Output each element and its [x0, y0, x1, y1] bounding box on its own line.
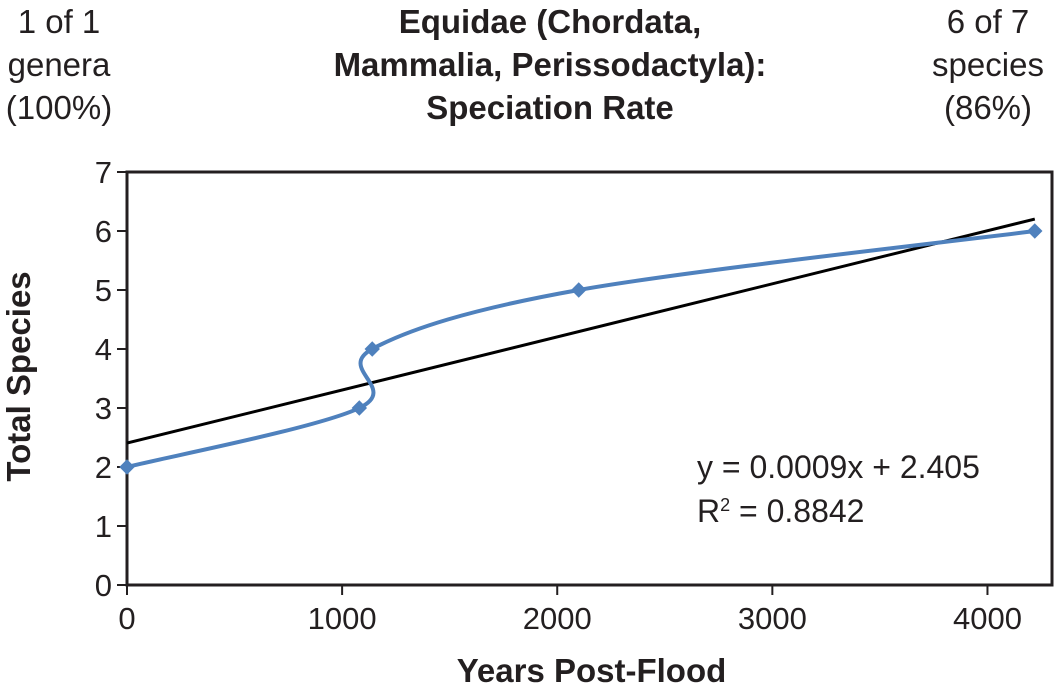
x-axis-title: Years Post-Flood [457, 652, 727, 687]
species-coverage-note: 6 of 7 species (86%) [922, 0, 1054, 129]
series-line [126, 229, 1036, 469]
trendline-r-squared: R2 = 0.8842 [697, 493, 864, 529]
data-point-marker [364, 341, 380, 357]
r2-prefix: R [697, 493, 720, 529]
species-coverage-line: 6 of 7 [946, 3, 1030, 40]
plot-area-frame [125, 170, 1054, 587]
y-tick-label: 7 [95, 155, 112, 190]
y-axis-title: Total Species [0, 271, 37, 481]
species-coverage-line: (86%) [943, 89, 1033, 126]
r2-value: = 0.8842 [730, 493, 864, 529]
chart-title-line: Mammalia, Perissodactyla): [333, 46, 767, 83]
x-tick-label: 0 [118, 601, 135, 636]
genera-coverage-line: 1 of 1 [17, 3, 101, 40]
species-coverage-line: species [932, 46, 1044, 83]
axis-ticks: 0 1 2 3 4 5 6 7 0 1000 2000 3000 4000 [95, 155, 1022, 636]
genera-coverage-line: genera [7, 46, 111, 83]
series-group [119, 223, 1043, 475]
y-tick-label: 4 [95, 332, 112, 367]
y-tick-label: 6 [95, 214, 112, 249]
r2-superscript: 2 [720, 495, 730, 515]
linear-trendline [126, 217, 1036, 445]
x-tick-label: 3000 [738, 601, 807, 636]
genera-coverage-line: (100%) [5, 89, 113, 126]
data-point-marker [119, 459, 135, 475]
y-tick-label: 0 [95, 568, 112, 603]
genera-coverage-note: 1 of 1 genera (100%) [0, 0, 118, 129]
trendline-group [126, 217, 1036, 445]
trendline-equation: y = 0.0009x + 2.405 [697, 449, 980, 485]
data-point-marker [351, 400, 368, 416]
y-tick-label: 1 [95, 509, 112, 544]
chart-title: Equidae (Chordata, Mammalia, Perissodact… [250, 0, 850, 129]
x-tick-label: 1000 [308, 601, 377, 636]
y-tick-label: 5 [95, 273, 112, 308]
chart-title-line: Speciation Rate [426, 89, 674, 126]
data-point-marker [571, 282, 587, 298]
x-tick-label: 2000 [523, 601, 592, 636]
y-tick-label: 2 [95, 450, 112, 485]
x-tick-label: 4000 [953, 601, 1022, 636]
y-tick-label: 3 [95, 391, 112, 426]
chart-title-line: Equidae (Chordata, [398, 3, 702, 40]
data-point-marker [1027, 223, 1043, 239]
